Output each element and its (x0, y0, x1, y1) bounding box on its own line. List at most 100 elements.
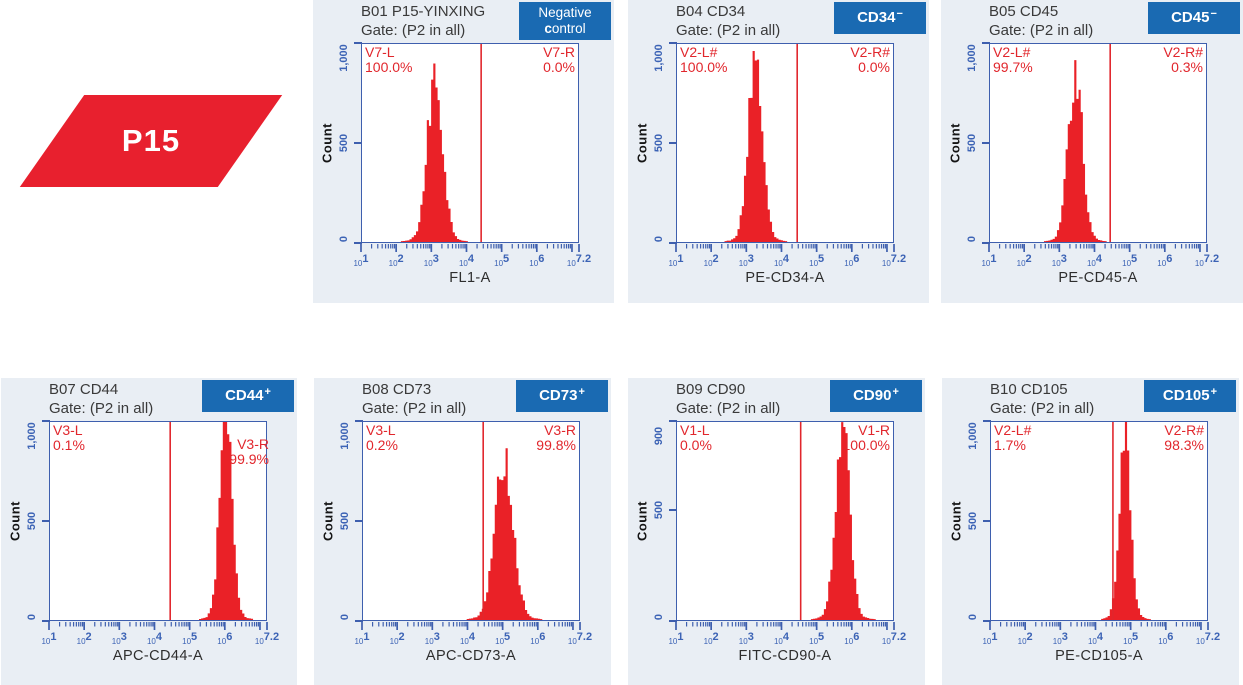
x-axis-tick-label: 105 (809, 631, 825, 646)
panel-title: B05 CD45 (989, 3, 1059, 20)
x-axis-tick-label: 104 (146, 631, 162, 646)
x-axis-tick-label: 101 (981, 253, 997, 268)
y-axis-tick (669, 620, 677, 622)
right-region-label: V2-R# 0.3% (1163, 44, 1203, 75)
x-axis-tick-label: 103 (111, 631, 127, 646)
badge-superscript: + (264, 385, 271, 398)
y-axis-tick-label: 1,000 (966, 44, 978, 72)
histogram-plot: V3-L 0.2% V3-R 99.8% (362, 421, 580, 621)
y-axis-tick (982, 242, 990, 244)
histogram-curve (677, 422, 893, 620)
x-axis-tick-label: 103 (738, 631, 754, 646)
badge-text: Negative (538, 5, 592, 20)
x-axis-tick-label: 102 (703, 253, 719, 268)
histogram-panel-b01: B01 P15-YINXING Gate: (P2 in all) Negati… (313, 0, 614, 303)
right-region-label: V3-R 99.8% (536, 422, 576, 453)
y-axis-tick-label: 500 (967, 511, 979, 531)
x-axis-tick-label: 104 (458, 253, 474, 268)
marker-status-badge: Negative control (519, 2, 611, 40)
y-axis-tick-label: 500 (653, 500, 665, 520)
x-axis-tick-label: 104 (1086, 253, 1102, 268)
x-axis-tick-label: 102 (703, 631, 719, 646)
badge-text: CD45 (1171, 8, 1210, 26)
x-axis-tick-label: 107.2 (1194, 253, 1220, 268)
histogram-panel-b05: B05 CD45 Gate: (P2 in all) CD45− Count V… (941, 0, 1243, 303)
x-axis-tick-label: 106 (1157, 253, 1173, 268)
badge-text: CD73 (539, 386, 578, 404)
histogram-plot: V3-L 0.1% V3-R 99.9% (49, 421, 269, 621)
y-axis-tick (669, 420, 677, 422)
histogram-fill (677, 50, 893, 242)
y-axis-tick-label: 0 (967, 613, 979, 621)
histogram-curve (363, 422, 579, 620)
panel-title: B09 CD90 (676, 381, 746, 398)
right-region-label: V1-R 100.0% (842, 422, 890, 453)
histogram-panel-b08: B08 CD73 Gate: (P2 in all) CD73+ Count V… (314, 378, 611, 685)
y-axis-title: Count (947, 122, 963, 164)
x-axis-tick-label: 105 (1123, 631, 1139, 646)
y-axis-title: Count (634, 122, 650, 164)
x-axis-tick-label: 107.2 (881, 631, 907, 646)
y-axis-tick (982, 42, 990, 44)
y-axis-tick-label: 900 (653, 426, 665, 446)
y-axis-tick (669, 508, 677, 511)
histogram-fill (363, 448, 579, 620)
panel-title: B01 P15-YINXING (361, 3, 486, 20)
y-axis-tick (42, 420, 50, 422)
badge-text-line2: control (544, 21, 586, 36)
right-region-label: V3-R 99.9% (229, 436, 269, 467)
marker-status-badge: CD45− (1148, 2, 1240, 34)
x-axis-tick-labels: 101 102 103 104 105 106 107.2 (41, 631, 279, 646)
x-axis-tick-label: 104 (773, 631, 789, 646)
y-axis-tick-label: 500 (966, 133, 978, 153)
x-axis-tick-label: 105 (182, 631, 198, 646)
panel-gate-label: Gate: (P2 in all) (362, 400, 467, 417)
x-axis-ticks (360, 244, 580, 252)
y-axis-tick (42, 520, 50, 522)
y-axis-title: Count (7, 500, 23, 542)
x-axis-tick-labels: 101 102 103 104 105 106 107.2 (354, 631, 592, 646)
x-axis-tick-label: 102 (388, 253, 404, 268)
y-axis-tick-label: 0 (26, 613, 38, 621)
histogram-plot: V2-L# 99.7% V2-R# 0.3% (989, 43, 1207, 243)
marker-status-badge: CD44+ (202, 380, 294, 412)
y-axis-tick-label: 1,000 (26, 422, 38, 450)
y-axis-tick-label: 1,000 (653, 44, 665, 72)
panel-gate-label: Gate: (P2 in all) (990, 400, 1095, 417)
y-axis-tick (355, 520, 363, 522)
panel-gate-label: Gate: (P2 in all) (676, 22, 781, 39)
histogram-panel-b10: B10 CD105 Gate: (P2 in all) CD105+ Count… (942, 378, 1239, 685)
y-axis-tick (355, 620, 363, 622)
x-axis-tick-label: 106 (530, 631, 546, 646)
y-axis-tick-label: 500 (339, 511, 351, 531)
x-axis-tick-labels: 101 102 103 104 105 106 107.2 (668, 253, 906, 268)
y-axis-tick (354, 42, 362, 44)
histogram-curve (362, 44, 578, 242)
marker-status-badge: CD34− (834, 2, 926, 34)
badge-superscript: − (1210, 7, 1217, 20)
x-axis-tick-label: 105 (495, 631, 511, 646)
x-axis-tick-label: 106 (529, 253, 545, 268)
marker-status-badge: CD90+ (830, 380, 922, 412)
y-axis-tick (982, 142, 990, 144)
x-axis-tick-label: 107.2 (567, 631, 593, 646)
x-axis-tick-label: 102 (1017, 631, 1033, 646)
x-axis-tick-label: 106 (1158, 631, 1174, 646)
x-axis-tick-label: 101 (353, 253, 369, 268)
y-axis-title: Count (948, 500, 964, 542)
marker-status-badge: CD73+ (516, 380, 608, 412)
x-axis-title: PE-CD34-A (745, 270, 825, 286)
panel-title: B04 CD34 (676, 3, 746, 20)
badge-text: CD105 (1162, 386, 1210, 404)
x-axis-tick-label: 101 (668, 253, 684, 268)
x-axis-tick-label: 102 (1016, 253, 1032, 268)
y-axis-tick-label: 1,000 (967, 422, 979, 450)
panel-gate-label: Gate: (P2 in all) (361, 22, 466, 39)
x-axis-tick-label: 105 (494, 253, 510, 268)
x-axis-tick-label: 105 (809, 253, 825, 268)
panel-title: B07 CD44 (49, 381, 119, 398)
histogram-curve (50, 422, 266, 620)
marker-status-badge: CD105+ (1144, 380, 1236, 412)
panel-title: B10 CD105 (990, 381, 1068, 398)
x-axis-tick-label: 103 (1051, 253, 1067, 268)
